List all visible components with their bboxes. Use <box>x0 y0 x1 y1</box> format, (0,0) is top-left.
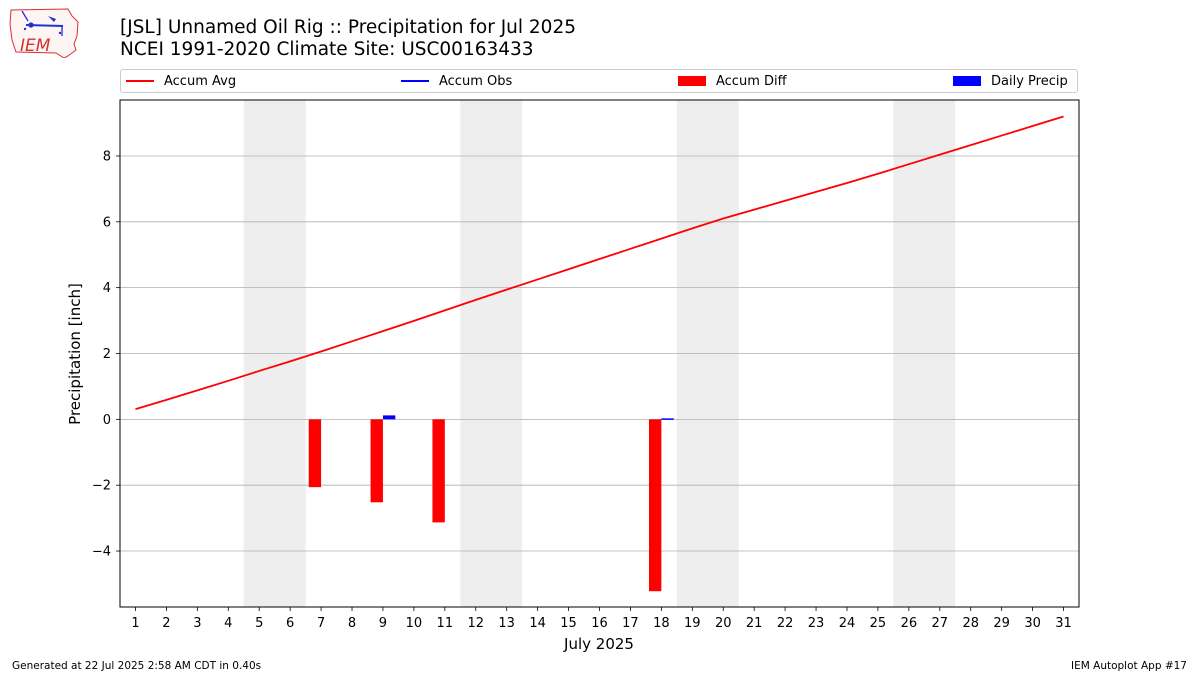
x-tick-label: 8 <box>348 616 356 631</box>
x-tick-label: 1 <box>131 616 139 631</box>
daily-precip-bar <box>382 415 396 420</box>
legend-label-accum-diff: Accum Diff <box>716 73 787 89</box>
weekend-band <box>243 100 306 607</box>
x-tick-label: 12 <box>467 616 484 631</box>
x-axis-label: July 2025 <box>563 635 634 653</box>
chart-subtitle: NCEI 1991-2020 Climate Site: USC00163433 <box>120 39 534 60</box>
x-tick-label: 22 <box>777 616 794 631</box>
x-tick-label: 21 <box>746 616 763 631</box>
legend: Accum Avg Accum Obs Accum Diff Daily Pre… <box>120 69 1078 93</box>
y-tick-label: −2 <box>92 479 111 494</box>
y-axis-label: Precipitation [inch] <box>66 283 84 425</box>
legend-item-accum-diff: Accum Diff <box>678 70 787 92</box>
y-axis-ticks: −4 −2 0 2 4 6 8 <box>92 149 120 560</box>
legend-label-accum-obs: Accum Obs <box>439 73 513 89</box>
app-id: IEM Autoplot App #17 <box>1071 660 1187 672</box>
x-tick-label: 9 <box>379 616 387 631</box>
x-tick-label: 30 <box>1024 616 1041 631</box>
x-tick-label: 16 <box>591 616 608 631</box>
x-tick-label: 20 <box>715 616 732 631</box>
weekend-band <box>460 100 523 607</box>
accum-diff-bar <box>370 419 383 503</box>
x-tick-label: 28 <box>962 616 979 631</box>
lines <box>135 115 1064 411</box>
y-tick-label: −4 <box>92 545 111 560</box>
y-tick-label: 0 <box>103 413 111 428</box>
x-tick-label: 2 <box>162 616 170 631</box>
x-tick-label: 19 <box>684 616 701 631</box>
y-tick-label: 2 <box>103 347 111 362</box>
legend-swatch-daily-precip <box>953 76 981 86</box>
legend-label-accum-avg: Accum Avg <box>164 73 237 89</box>
legend-label-daily-precip: Daily Precip <box>991 73 1068 89</box>
accum-diff-bar <box>648 419 662 592</box>
x-tick-label: 4 <box>224 616 232 631</box>
daily-precip-bar <box>661 418 674 420</box>
legend-item-daily-precip: Daily Precip <box>953 70 1068 92</box>
x-tick-label: 3 <box>193 616 201 631</box>
x-tick-label: 11 <box>437 616 454 631</box>
y-tick-label: 8 <box>103 149 111 164</box>
y-gridlines <box>120 155 1079 552</box>
legend-item-accum-obs: Accum Obs <box>401 70 512 92</box>
x-tick-label: 7 <box>317 616 325 631</box>
accum-diff-bar <box>432 419 445 523</box>
accum-avg-line <box>135 115 1064 411</box>
x-tick-label: 5 <box>255 616 263 631</box>
legend-swatch-accum-diff <box>678 76 706 86</box>
chart-title: [JSL] Unnamed Oil Rig :: Precipitation f… <box>120 17 576 38</box>
accum-diff-bar <box>308 419 322 488</box>
generated-timestamp: Generated at 22 Jul 2025 2:58 AM CDT in … <box>12 660 262 672</box>
plot-area <box>119 99 1080 608</box>
x-tick-label: 29 <box>993 616 1010 631</box>
legend-item-accum-avg: Accum Avg <box>126 70 236 92</box>
x-tick-label: 17 <box>622 616 639 631</box>
y-tick-label: 6 <box>103 215 111 230</box>
x-tick-label: 6 <box>286 616 294 631</box>
y-tick-label: 4 <box>103 281 111 296</box>
x-tick-label: 27 <box>932 616 949 631</box>
x-tick-label: 18 <box>653 616 670 631</box>
legend-swatch-accum-avg <box>126 80 154 82</box>
iem-logo: IEM <box>9 8 79 58</box>
x-tick-label: 26 <box>901 616 918 631</box>
x-tick-label: 25 <box>870 616 887 631</box>
x-tick-label: 14 <box>529 616 546 631</box>
logo-text: IEM <box>20 36 51 56</box>
bars <box>308 415 674 592</box>
x-tick-label: 15 <box>560 616 577 631</box>
weekend-band <box>676 100 739 607</box>
legend-swatch-accum-obs <box>401 80 429 82</box>
weekend-shading <box>243 100 956 607</box>
x-tick-label: 24 <box>839 616 856 631</box>
x-tick-label: 23 <box>808 616 825 631</box>
weekend-band <box>893 100 956 607</box>
x-tick-label: 13 <box>498 616 515 631</box>
x-axis-ticks: 1 2 3 4 5 6 7 8 9 10 11 12 13 14 15 16 17 18 19 20 21 22 23 24 2… <box>131 607 1072 631</box>
x-tick-label: 10 <box>406 616 423 631</box>
x-tick-label: 31 <box>1055 616 1072 631</box>
